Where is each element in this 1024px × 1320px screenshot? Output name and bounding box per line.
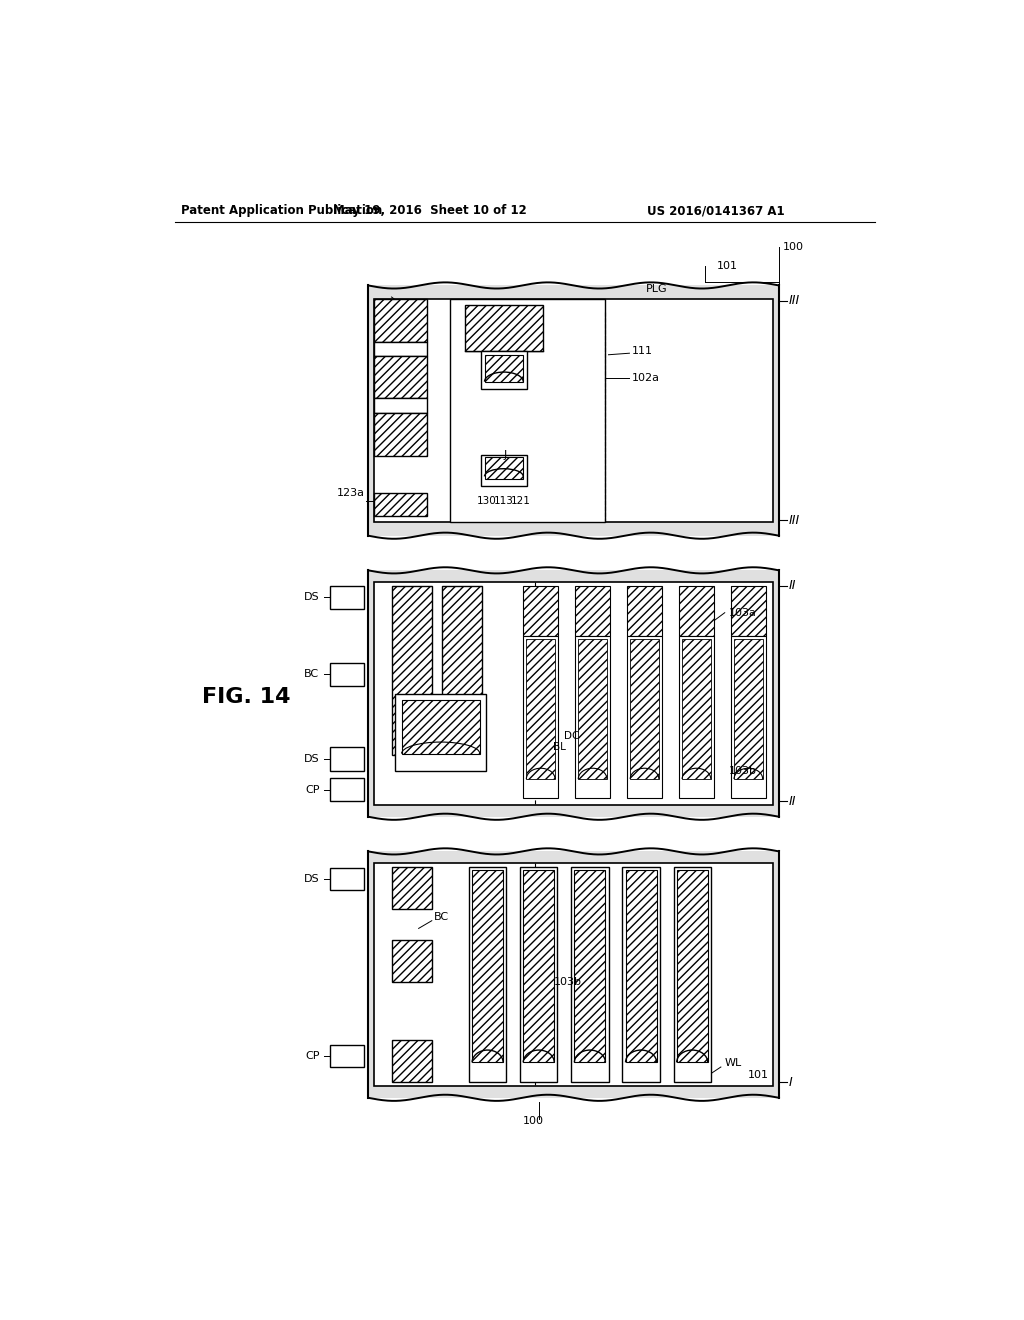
Text: DS: DS	[304, 874, 319, 884]
Bar	[682, 639, 711, 779]
Bar	[330, 779, 365, 801]
Text: CP: CP	[305, 1051, 319, 1061]
Text: May 19, 2016  Sheet 10 of 12: May 19, 2016 Sheet 10 of 12	[334, 205, 527, 218]
Bar	[375, 397, 427, 413]
Bar	[369, 285, 779, 536]
Bar	[630, 639, 658, 779]
Bar	[480, 351, 527, 389]
Text: III: III	[788, 294, 800, 308]
Text: II: II	[788, 795, 796, 808]
Bar	[391, 867, 432, 909]
Bar	[450, 300, 604, 521]
Text: WL: WL	[725, 1059, 742, 1068]
Text: 102a: 102a	[632, 372, 659, 383]
Bar	[674, 867, 711, 1082]
Bar	[369, 851, 779, 1098]
Text: 130: 130	[477, 496, 497, 506]
Bar	[375, 342, 427, 355]
Text: I: I	[788, 1076, 792, 1089]
Bar	[679, 636, 714, 797]
Bar	[375, 355, 427, 397]
Bar	[731, 636, 766, 797]
Text: 100: 100	[523, 1115, 544, 1126]
Text: PLG: PLG	[646, 284, 668, 294]
Bar	[401, 700, 480, 754]
Bar	[375, 300, 773, 521]
Bar	[623, 867, 659, 1082]
Bar	[375, 582, 773, 805]
Text: 101: 101	[717, 261, 738, 271]
Text: BC: BC	[434, 912, 450, 921]
Bar	[627, 636, 662, 797]
Bar	[330, 1045, 365, 1067]
Bar	[523, 636, 558, 797]
Bar	[579, 639, 607, 779]
Text: 111: 111	[632, 346, 652, 356]
Bar	[391, 586, 432, 755]
Bar	[571, 867, 608, 1082]
Bar	[375, 413, 427, 455]
Bar	[679, 586, 714, 636]
Bar	[480, 455, 527, 486]
Bar	[465, 305, 543, 351]
Bar	[734, 639, 763, 779]
Bar	[330, 663, 365, 686]
Bar	[375, 863, 773, 1086]
Text: FIG. 14: FIG. 14	[202, 688, 290, 708]
Text: BL: BL	[553, 742, 565, 752]
Text: DS: DS	[304, 593, 319, 602]
Bar	[626, 870, 656, 1063]
Text: 100: 100	[783, 242, 804, 252]
Bar	[731, 586, 766, 636]
Text: DC: DC	[564, 731, 580, 741]
Bar	[330, 747, 365, 771]
Text: 123a: 123a	[336, 488, 365, 499]
Bar	[574, 870, 605, 1063]
Bar	[472, 870, 503, 1063]
Text: III: III	[788, 513, 800, 527]
Text: 103b: 103b	[554, 977, 583, 987]
Text: DS: DS	[304, 754, 319, 764]
Text: II: II	[788, 579, 796, 593]
Text: 121: 121	[511, 496, 530, 506]
Text: 103b: 103b	[729, 766, 757, 776]
Text: 101: 101	[748, 1069, 769, 1080]
Text: 113: 113	[494, 496, 514, 506]
Text: BC: BC	[304, 669, 319, 680]
Bar	[526, 639, 555, 779]
Text: Patent Application Publication: Patent Application Publication	[180, 205, 382, 218]
Bar	[523, 586, 558, 636]
Bar	[375, 494, 427, 516]
Bar	[575, 586, 610, 636]
Bar	[391, 940, 432, 982]
Text: CP: CP	[305, 785, 319, 795]
Bar	[484, 457, 523, 479]
Bar	[523, 870, 554, 1063]
Bar	[391, 1040, 432, 1082]
Bar	[627, 586, 662, 636]
Text: US 2016/0141367 A1: US 2016/0141367 A1	[647, 205, 784, 218]
Text: 103a: 103a	[729, 607, 757, 618]
Bar	[442, 586, 482, 755]
Bar	[375, 300, 427, 342]
Bar	[677, 870, 708, 1063]
Bar	[395, 693, 486, 771]
Bar	[330, 586, 365, 609]
Bar	[369, 570, 779, 817]
Text: J: J	[504, 450, 507, 459]
Bar	[575, 636, 610, 797]
Bar	[484, 355, 523, 381]
Bar	[330, 869, 365, 890]
Bar	[469, 867, 506, 1082]
Bar	[520, 867, 557, 1082]
